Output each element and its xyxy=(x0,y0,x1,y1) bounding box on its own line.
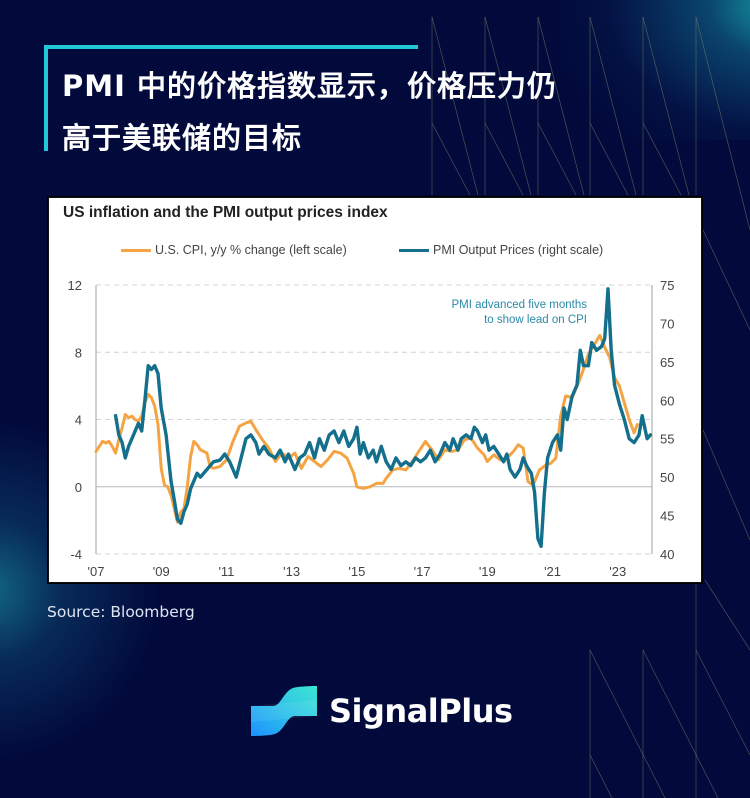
chart-title: US inflation and the PMI output prices i… xyxy=(63,204,388,221)
chart-annotation: PMI advanced five months xyxy=(451,299,587,311)
signalplus-logo: SignalPlus xyxy=(251,686,513,736)
title-line-2: 高于美联储的目标 xyxy=(62,121,303,155)
cpi-legend-swatch xyxy=(121,248,151,252)
line-chart: 12840-47570656055504540'07'09'11'13'15'1… xyxy=(68,278,675,579)
right-axis-tick: 65 xyxy=(660,355,674,370)
left-axis-tick: 4 xyxy=(75,413,82,428)
chart-card: US inflation and the PMI output prices i… xyxy=(48,197,702,583)
x-axis-tick: '15 xyxy=(348,564,365,579)
chart-annotation: to show lead on CPI xyxy=(484,314,587,326)
page-title: PMI 中的价格指数显示，价格压力仍 高于美联储的目标 xyxy=(62,60,702,164)
signalplus-logo-icon xyxy=(251,686,317,736)
x-axis-tick: '21 xyxy=(544,564,561,579)
pmi-legend-swatch xyxy=(399,248,429,252)
right-axis-tick: 75 xyxy=(660,278,674,293)
legend-label-cpi: U.S. CPI, y/y % change (left scale) xyxy=(155,243,347,257)
right-axis-tick: 45 xyxy=(660,509,674,524)
right-axis-tick: 40 xyxy=(660,547,674,562)
left-axis-tick: 8 xyxy=(75,345,82,360)
right-axis-tick: 50 xyxy=(660,470,674,485)
cpi-line xyxy=(94,333,639,524)
legend-item-cpi: U.S. CPI, y/y % change (left scale) xyxy=(121,243,347,257)
x-axis-tick: '07 xyxy=(88,564,105,579)
x-axis-tick: '11 xyxy=(218,564,234,579)
x-axis-tick: '19 xyxy=(479,564,496,579)
source-caption: Source: Bloomberg xyxy=(47,603,195,621)
left-axis-tick: 12 xyxy=(68,278,82,293)
right-axis-tick: 70 xyxy=(660,316,674,331)
right-axis-tick: 55 xyxy=(660,432,674,447)
title-line-1: PMI 中的价格指数显示，价格压力仍 xyxy=(62,69,557,103)
x-axis-tick: '13 xyxy=(283,564,300,579)
x-axis-tick: '23 xyxy=(609,564,626,579)
left-axis-tick: 0 xyxy=(75,480,82,495)
legend-label-pmi: PMI Output Prices (right scale) xyxy=(433,243,604,257)
title-accent-frame xyxy=(44,45,418,151)
brand-name: SignalPlus xyxy=(329,692,513,730)
x-axis-tick: '09 xyxy=(153,564,170,579)
legend-item-pmi: PMI Output Prices (right scale) xyxy=(399,243,603,257)
left-axis-tick: -4 xyxy=(70,547,82,562)
right-axis-tick: 60 xyxy=(660,393,674,408)
x-axis-tick: '17 xyxy=(414,564,431,579)
pmi-line xyxy=(113,287,653,548)
